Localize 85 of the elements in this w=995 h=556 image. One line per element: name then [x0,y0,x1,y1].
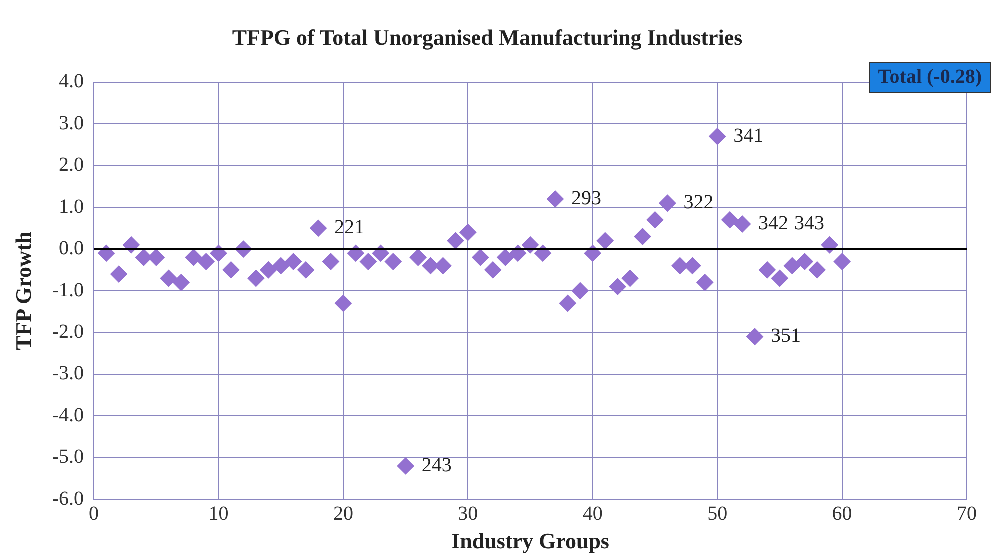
point [709,128,726,146]
point [272,257,290,274]
point [372,244,390,262]
point [796,253,814,270]
point [659,194,676,212]
point [734,216,752,233]
point [534,244,552,262]
point [98,244,116,262]
point [360,253,377,270]
x-tick-label: 10 [208,502,229,525]
point [472,249,490,266]
point [285,253,302,270]
point [185,249,202,266]
y-tick-label: -2.0 [52,320,84,343]
point [222,262,240,279]
point [384,253,402,270]
y-axis-title: TFP Growth [10,232,36,350]
point [410,249,427,266]
point [334,295,352,312]
y-tick-label: 1.0 [59,196,84,218]
point [298,262,315,279]
point [821,236,838,254]
point [784,257,801,274]
x-tick-label: 50 [708,502,728,525]
y-tick-label: 2.0 [59,154,84,176]
point [696,274,714,292]
point [572,282,589,300]
point [347,244,364,262]
point [758,262,776,279]
annotation: 322 [684,192,714,214]
x-tick-label: 40 [582,502,603,525]
annotation: Total (-0.28) [869,62,991,93]
point [634,228,652,246]
point [510,244,527,262]
annotation: 243 [422,454,452,476]
chart-title: TFPG of Total Unorganised Manufacturing Industries [232,24,744,50]
annotation: 341 [734,124,764,147]
y-tick-label: -6.0 [52,488,84,510]
point [622,270,639,287]
point [260,262,278,279]
point [460,224,477,242]
point [160,270,178,287]
point [546,190,564,208]
point [110,266,128,283]
annotation: 342 [758,212,789,234]
point [722,212,739,229]
y-tick-label: -1.0 [52,279,84,302]
point [248,270,265,287]
point [322,253,340,270]
x-tick-label: 30 [458,502,478,525]
y-tick-label: -4.0 [52,404,84,426]
annotation: 293 [571,187,602,210]
point [198,253,215,270]
y-tick-label: 3.0 [59,112,84,134]
x-tick-label: 0 [89,502,100,525]
x-tick-label: 70 [957,502,977,525]
point [559,295,576,312]
y-tick-label: -5.0 [52,446,84,468]
point [746,328,764,346]
point [484,262,502,279]
point [646,212,664,229]
point [397,458,414,475]
y-tick-label: 0.0 [59,238,84,260]
point [771,270,788,287]
point [609,278,626,296]
point [210,244,228,262]
point [135,249,152,266]
annotation: 221 [334,216,365,239]
point [584,244,602,262]
x-axis-title: Industry Groups [452,528,610,554]
point [497,249,514,266]
y-tick-label: 4.0 [59,70,84,93]
point [447,232,464,250]
y-tick-label: -3.0 [52,362,84,385]
x-tick-label: 20 [333,502,354,525]
point [596,232,614,250]
annotation: 351 [771,325,801,348]
point [122,236,140,254]
x-tick-label: 60 [832,502,852,525]
point [834,253,851,270]
annotation: 343 [794,212,825,234]
point [522,236,540,254]
point [310,220,328,237]
point [808,262,826,279]
point [172,274,190,292]
